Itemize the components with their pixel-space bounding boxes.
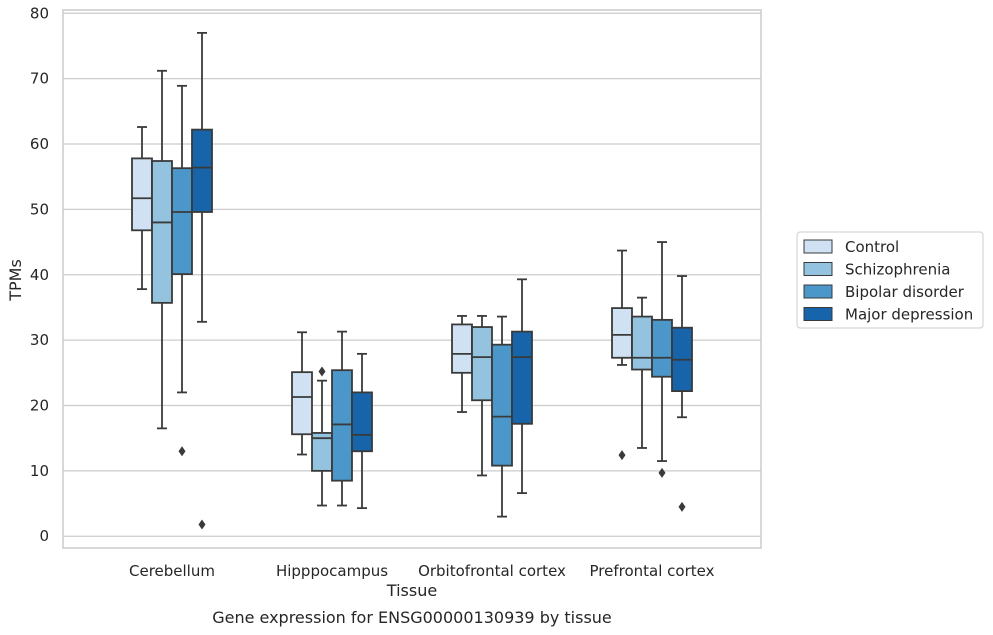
box-orbitofrontal-cortex [471,315,493,477]
legend: Control Schizophrenia Bipolar disorder Majo… [796,231,984,329]
box-hipppocampus [331,330,353,507]
box-orbitofrontal-cortex [491,315,513,518]
box-prefrontal-cortex [671,275,693,512]
box-iqr [611,307,633,359]
box-iqr [451,323,473,374]
series-control [131,126,633,461]
legend-label: Control [845,238,899,256]
y-tick-label: 10 [30,462,49,480]
y-tick-labels: 0 10 20 30 40 50 60 70 80 [30,4,49,545]
legend-frame [796,231,984,329]
legend-swatch [803,262,833,276]
y-tick-label: 60 [30,135,49,153]
box-iqr [471,326,493,402]
box-hipppocampus [311,366,333,507]
box-cerebellum [171,84,193,457]
box-prefrontal-cortex [611,249,633,461]
x-tick-labels: Cerebellum Hipppocampus Orbitofrontal cort… [129,562,715,580]
box-hipppocampus [291,331,313,456]
box-cerebellum [151,69,173,430]
outlier-point [178,446,186,457]
box-hipppocampus [351,352,373,510]
box-iqr [171,167,193,275]
outlier-point [618,450,626,461]
y-tick-label: 40 [30,266,49,284]
legend-label: Bipolar disorder [845,283,965,301]
outlier-point [658,467,666,478]
box-prefrontal-cortex [631,296,653,449]
box-iqr [151,160,173,304]
x-tick-label: Orbitofrontal cortex [418,562,566,580]
series-schizophrenia [151,69,653,507]
outlier-point [198,519,206,530]
legend-label: Schizophrenia [845,261,950,279]
y-tick-label: 0 [39,527,49,545]
y-tick-label: 50 [30,200,49,218]
legend-label: Major depression [845,306,973,324]
box-iqr [131,157,153,232]
box-cerebellum [191,31,213,530]
x-tick-label: Prefrontal cortex [590,562,715,580]
box-plot-series [131,31,693,530]
chart-caption: Gene expression for ENSG00000130939 by t… [212,608,612,627]
y-tick-label: 80 [30,4,49,22]
box-iqr [351,391,373,453]
y-axis-label: TPMs [6,259,25,302]
box-iqr [191,128,213,213]
box-orbitofrontal-cortex [451,315,473,413]
outlier-point [678,501,686,512]
x-tick-label: Hipppocampus [276,562,388,580]
legend-swatch [803,284,833,299]
box-iqr [651,318,673,378]
legend-swatch [803,239,833,254]
series-bipolar-disorder [171,84,673,518]
x-axis-label: Tissue [386,581,437,600]
box-cerebellum [131,126,153,291]
legend-swatch [803,307,833,321]
box-iqr [511,330,533,425]
y-tick-label: 20 [30,396,49,414]
box-iqr [331,369,353,482]
box-iqr [491,343,513,467]
outlier-point [318,366,326,377]
y-tick-label: 70 [30,70,49,88]
series-major-depression [191,31,693,530]
box-iqr [631,315,653,371]
plot-frame [62,9,762,549]
box-orbitofrontal-cortex [511,278,533,494]
y-tick-label: 30 [30,331,49,349]
x-tick-label: Cerebellum [129,562,215,580]
box-prefrontal-cortex [651,241,673,478]
box-iqr [291,371,313,436]
